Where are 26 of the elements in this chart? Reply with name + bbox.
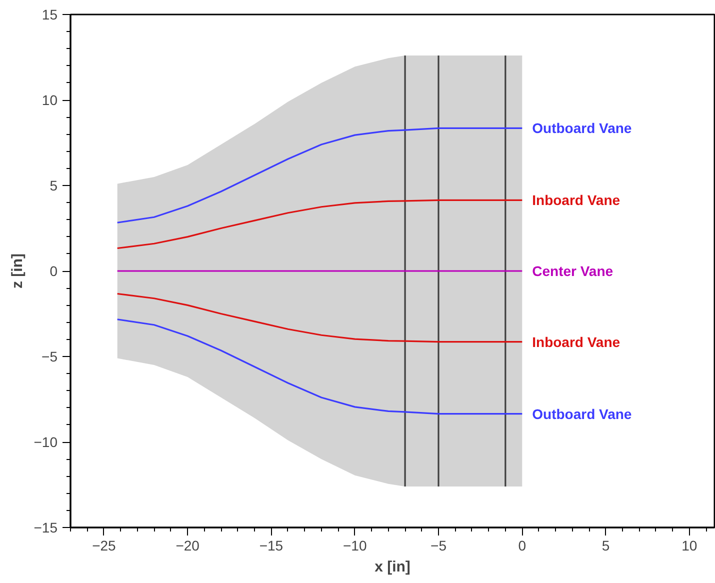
x-tick-label: 5 [602, 538, 610, 554]
line-series [116, 199, 523, 250]
y-tick-label: 0 [50, 263, 58, 279]
line-series [116, 292, 523, 343]
y-axis-title: z [in] [8, 253, 26, 288]
y-tick-label: 10 [42, 92, 58, 108]
x-tick-label: −25 [92, 538, 116, 554]
y-tick-label: 15 [42, 6, 58, 22]
y-tick-label: −10 [34, 434, 58, 450]
x-axis-title: x [in] [374, 558, 410, 576]
x-tick-label: 0 [518, 538, 526, 554]
y-tick-label: −15 [34, 520, 58, 536]
y-tick-label: 5 [50, 178, 58, 194]
x-tick-label: 10 [682, 538, 698, 554]
line-series [116, 127, 523, 224]
y-tick-label: −5 [42, 348, 58, 364]
series-label: Inboard Vane [532, 192, 620, 208]
series-label: Center Vane [532, 263, 614, 279]
x-tick-label: −20 [176, 538, 200, 554]
x-tick-label: −15 [259, 538, 284, 554]
series-label: Outboard Vane [532, 406, 632, 422]
series-label: Outboard Vane [532, 120, 632, 136]
x-tick-label: −5 [430, 538, 447, 554]
x-tick-label: −10 [342, 538, 367, 554]
series-label: Inboard Vane [532, 334, 620, 350]
line-series [116, 318, 523, 415]
